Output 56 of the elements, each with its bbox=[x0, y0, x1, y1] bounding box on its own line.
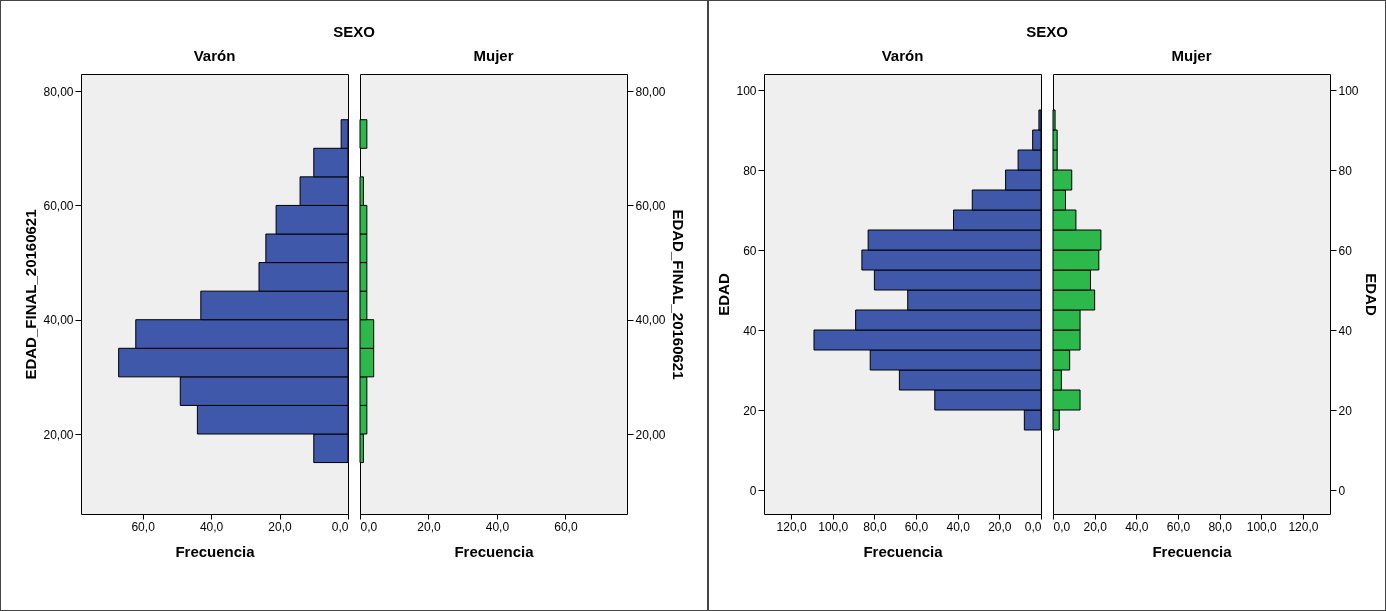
y-axis-title: EDAD bbox=[715, 273, 733, 316]
x-tick-label: 60,0 bbox=[554, 519, 578, 534]
chart-title: Varón bbox=[881, 47, 924, 64]
x-axis-title: Frecuencia bbox=[175, 542, 256, 560]
x-tick-label: 40,0 bbox=[946, 519, 971, 534]
y-tick-label: 0 bbox=[749, 483, 757, 498]
chart-title: Varón bbox=[193, 47, 236, 64]
x-tick-label: 120,0 bbox=[776, 519, 807, 534]
y-tick-label: 80 bbox=[1338, 163, 1353, 178]
x-tick-label: 20,0 bbox=[1083, 519, 1108, 534]
x-tick-label: 40,0 bbox=[199, 519, 224, 534]
x-tick-label: 20,0 bbox=[268, 519, 293, 534]
y-tick-label: 0 bbox=[1338, 483, 1346, 498]
x-axis-title: Frecuencia bbox=[863, 542, 944, 560]
y-tick-label: 40 bbox=[1338, 323, 1353, 338]
y-tick-label: 20 bbox=[1338, 403, 1353, 418]
x-tick-label: 0,0 bbox=[360, 519, 378, 534]
chart-title: Mujer bbox=[1171, 47, 1212, 64]
y-tick-label: 40,00 bbox=[635, 313, 666, 328]
x-axis-title: Frecuencia bbox=[454, 542, 535, 560]
x-tick-label: 80,0 bbox=[863, 519, 887, 534]
y-tick-label: 60,00 bbox=[43, 198, 74, 213]
text: SEXO bbox=[333, 23, 375, 40]
y-tick-label: 20 bbox=[743, 403, 757, 418]
x-tick-label: 0,0 bbox=[331, 519, 349, 534]
y-tick-label: 40 bbox=[743, 323, 757, 338]
x-tick-label: 20,0 bbox=[988, 519, 1012, 534]
x-tick-label: 40,0 bbox=[485, 519, 510, 534]
y-axis-title: EDAD bbox=[1362, 273, 1380, 316]
text: SEXO bbox=[1026, 23, 1068, 40]
y-tick-label: 100 bbox=[736, 83, 757, 98]
y-tick-label: 60 bbox=[1338, 243, 1353, 258]
x-tick-label: 60,0 bbox=[131, 519, 156, 534]
x-tick-label: 80,0 bbox=[1208, 519, 1233, 534]
x-tick-label: 60,0 bbox=[1166, 519, 1191, 534]
x-tick-label: 0,0 bbox=[1053, 519, 1071, 534]
y-tick-label: 80 bbox=[743, 163, 757, 178]
x-tick-label: 20,0 bbox=[417, 519, 441, 534]
y-tick-label: 20,00 bbox=[43, 427, 74, 442]
y-axis-title: EDAD_FINAL_20160621 bbox=[669, 209, 687, 380]
x-tick-label: 100,0 bbox=[818, 519, 849, 534]
y-tick-label: 40,00 bbox=[43, 313, 74, 328]
chart-title: Mujer bbox=[473, 47, 514, 64]
y-axis-title: EDAD_FINAL_20160621 bbox=[22, 209, 40, 380]
x-tick-label: 0,0 bbox=[1024, 519, 1042, 534]
x-tick-label: 120,0 bbox=[1288, 519, 1319, 534]
x-tick-label: 60,0 bbox=[904, 519, 929, 534]
x-tick-label: 40,0 bbox=[1125, 519, 1149, 534]
x-axis-title: Frecuencia bbox=[1152, 542, 1233, 560]
y-tick-label: 60,00 bbox=[635, 198, 666, 213]
y-tick-label: 60 bbox=[743, 243, 757, 258]
y-tick-label: 100 bbox=[1338, 83, 1359, 98]
y-tick-label: 80,00 bbox=[635, 84, 666, 99]
y-tick-label: 20,00 bbox=[635, 427, 666, 442]
x-tick-label: 100,0 bbox=[1246, 519, 1278, 534]
y-tick-label: 80,00 bbox=[43, 84, 74, 99]
